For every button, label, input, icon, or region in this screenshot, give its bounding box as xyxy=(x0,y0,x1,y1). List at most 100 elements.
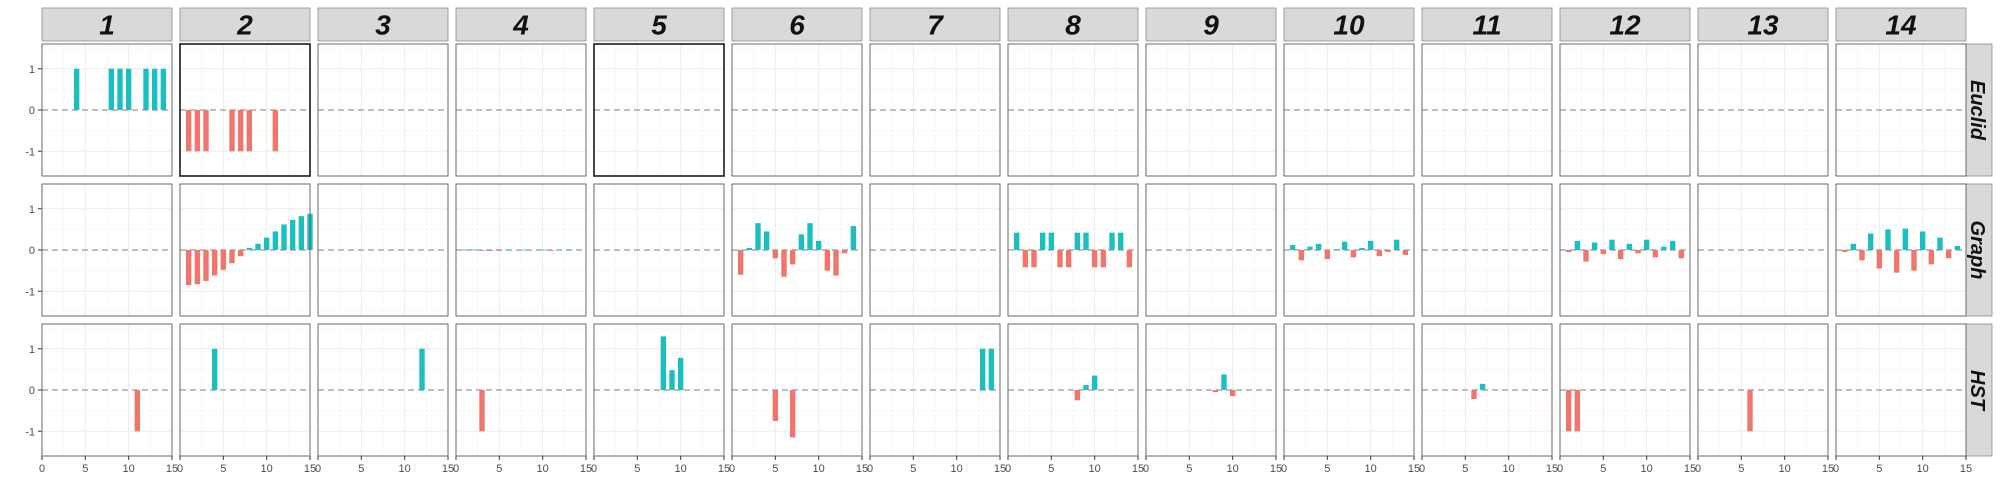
panel-graph-1-border xyxy=(41,183,173,317)
column-strip-4 xyxy=(455,7,587,42)
x-tick-label: 5 xyxy=(1876,463,1882,475)
column-strip-6 xyxy=(731,7,863,42)
x-tick-label: 15 xyxy=(718,463,730,475)
x-tick-label: 5 xyxy=(634,463,640,475)
bar-euclid-2-x7 xyxy=(237,110,244,152)
panel-hst-4-border xyxy=(455,323,587,457)
x-tick-label: 0 xyxy=(591,463,597,475)
bar-graph-4-x1 xyxy=(461,249,468,251)
panel-hst-2-border xyxy=(179,323,311,457)
panel-graph-2-border xyxy=(179,183,311,317)
x-tick-label: 5 xyxy=(1048,463,1054,475)
bar-graph-14-x10 xyxy=(1919,231,1926,250)
bar-graph-2-x6 xyxy=(229,250,235,264)
bar-hst-11-x6 xyxy=(1471,390,1477,400)
bar-graph-8-x12 xyxy=(1109,232,1115,250)
y-tick-label: 0 xyxy=(29,385,35,397)
panel-euclid-1-border xyxy=(41,43,173,177)
y-tick-label: 0 xyxy=(29,245,35,257)
panel-euclid-13-border xyxy=(1697,43,1829,177)
bar-hst-9-x10 xyxy=(1229,390,1236,397)
bar-graph-10-x9 xyxy=(1359,247,1365,250)
x-tick-label: 0 xyxy=(1419,463,1425,475)
x-tick-label: 0 xyxy=(1143,463,1149,475)
bar-hst-6-x5 xyxy=(772,390,779,421)
bar-graph-14-x11 xyxy=(1928,250,1935,265)
panel-hst-12-border xyxy=(1559,323,1691,457)
bar-graph-10-x5 xyxy=(1324,250,1331,260)
bar-graph-4-x5 xyxy=(496,250,503,251)
bar-hst-6-x7 xyxy=(789,390,796,438)
bar-euclid-1-x10 xyxy=(125,68,132,110)
bar-graph-14-x7 xyxy=(1893,250,1900,273)
column-strip-label-1: 1 xyxy=(99,10,115,41)
x-tick-label: 15 xyxy=(1408,463,1420,475)
bar-graph-14-x9 xyxy=(1911,250,1917,271)
x-tick-label: 5 xyxy=(82,463,88,475)
x-tick-label: 10 xyxy=(537,463,549,475)
bar-graph-4-x13 xyxy=(565,249,572,251)
bar-graph-10-x7 xyxy=(1341,241,1348,250)
panel-euclid-14-border xyxy=(1835,43,1967,177)
bar-graph-12-x12 xyxy=(1661,246,1667,250)
panel-euclid-8-border xyxy=(1007,43,1139,177)
column-strip-12 xyxy=(1559,7,1691,42)
bar-graph-2-x10 xyxy=(263,237,270,250)
bar-hst-12-x1 xyxy=(1565,390,1572,432)
bar-euclid-2-x8 xyxy=(246,110,253,152)
y-tick-label: -1 xyxy=(25,426,35,438)
bar-graph-8-x2 xyxy=(1022,250,1029,268)
panel-hst-7-border xyxy=(869,323,1001,457)
x-tick-label: 15 xyxy=(1960,463,1972,475)
x-tick-label: 10 xyxy=(951,463,963,475)
x-tick-label: 10 xyxy=(123,463,135,475)
x-tick-label: 15 xyxy=(1270,463,1282,475)
panel-graph-9-border xyxy=(1145,183,1277,317)
column-strip-label-7: 7 xyxy=(927,10,944,41)
panel-euclid-11-border xyxy=(1421,43,1553,177)
column-strip-label-6: 6 xyxy=(789,10,805,41)
column-strip-14 xyxy=(1835,7,1967,42)
panel-hst-11-border xyxy=(1421,323,1553,457)
bar-graph-12-x11 xyxy=(1652,250,1659,258)
bar-graph-6-x9 xyxy=(807,223,813,250)
bar-graph-12-x2 xyxy=(1574,240,1581,250)
x-tick-label: 15 xyxy=(166,463,178,475)
y-tick-label: 0 xyxy=(29,105,35,117)
x-tick-label: 5 xyxy=(1738,463,1744,475)
bar-graph-6-x7 xyxy=(789,250,796,265)
bar-graph-8-x6 xyxy=(1057,250,1063,268)
column-strip-1 xyxy=(41,7,173,42)
bar-graph-12-x14 xyxy=(1678,250,1685,259)
bar-graph-2-x7 xyxy=(237,250,244,257)
x-tick-label: 15 xyxy=(994,463,1006,475)
bar-graph-6-x2 xyxy=(746,247,753,250)
x-tick-label: 10 xyxy=(1365,463,1377,475)
panel-hst-10-border xyxy=(1283,323,1415,457)
bar-euclid-1-x12 xyxy=(143,68,149,110)
bar-euclid-1-x13 xyxy=(151,68,158,110)
panel-euclid-2-border xyxy=(179,43,311,177)
bar-graph-12-x4 xyxy=(1591,242,1598,250)
panel-hst-14-border xyxy=(1835,323,1967,457)
panel-euclid-5-border xyxy=(593,43,725,177)
bar-graph-10-x12 xyxy=(1385,250,1391,253)
x-tick-label: 5 xyxy=(220,463,226,475)
bar-graph-2-x12 xyxy=(281,224,287,250)
bar-graph-14-x12 xyxy=(1937,237,1943,250)
bar-graph-8-x10 xyxy=(1091,250,1098,268)
bar-graph-6-x14 xyxy=(850,226,857,250)
bar-euclid-1-x8 xyxy=(108,68,115,110)
bar-hst-8-x9 xyxy=(1083,385,1089,390)
panel-graph-14-border xyxy=(1835,183,1967,317)
y-tick-label: 1 xyxy=(29,204,35,216)
bar-hst-11-x7 xyxy=(1479,383,1486,390)
bar-hst-4-x3 xyxy=(479,390,485,432)
column-strip-9 xyxy=(1145,7,1277,42)
bar-euclid-1-x14 xyxy=(160,68,167,110)
y-tick-label: -1 xyxy=(25,146,35,158)
x-tick-label: 10 xyxy=(1641,463,1653,475)
bar-graph-8-x4 xyxy=(1039,232,1046,250)
panel-graph-5-border xyxy=(593,183,725,317)
bar-graph-6-x12 xyxy=(833,250,839,276)
